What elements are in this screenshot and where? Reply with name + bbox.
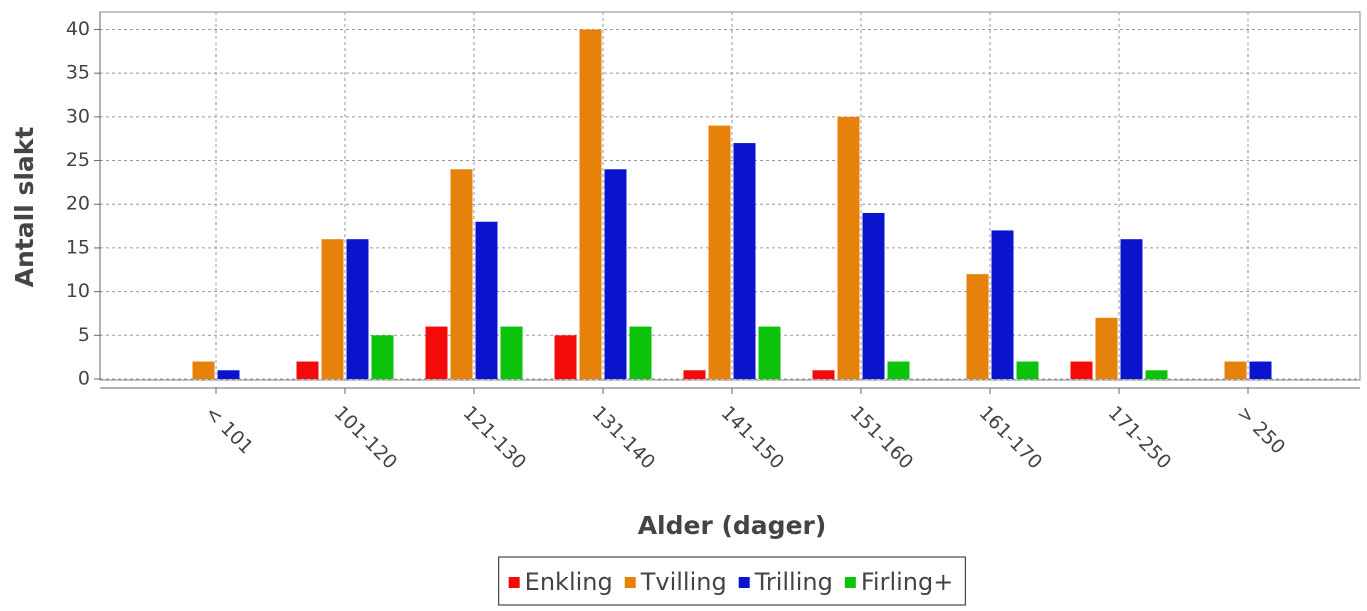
y-tick-label: 20: [66, 193, 90, 215]
x-tick-label: 151-160: [846, 402, 918, 474]
x-tick-label: 131-140: [588, 402, 660, 474]
bar: [296, 361, 319, 379]
bar: [733, 143, 756, 379]
legend-swatch: [844, 577, 856, 588]
legend: Enkling Tvilling Trilling Firling+: [498, 556, 966, 606]
legend-box: [498, 556, 966, 606]
bar: [554, 335, 577, 379]
bar: [812, 370, 835, 379]
x-tick-label: 101-120: [330, 402, 402, 474]
bar: [758, 326, 781, 379]
x-tick-label: 121-130: [459, 402, 531, 474]
x-tick-label: 161-170: [975, 402, 1047, 474]
legend-label: Trilling: [754, 568, 833, 596]
y-tick-label: 15: [66, 236, 90, 258]
y-tick-label: 40: [66, 18, 90, 40]
bar: [1095, 317, 1118, 379]
y-tick-label: 5: [78, 324, 90, 346]
legend-swatch: [738, 577, 750, 588]
y-tick-label: 35: [66, 62, 90, 84]
bar: [450, 169, 473, 379]
bar: [862, 212, 885, 379]
x-tick-label: 171-250: [1104, 402, 1176, 474]
bar: [837, 116, 860, 379]
bar: [1120, 239, 1143, 379]
bar: [966, 274, 989, 379]
y-axis-title: Antall slakt: [10, 127, 39, 288]
bar: [708, 125, 731, 379]
bar: [683, 370, 706, 379]
bar: [1070, 361, 1093, 379]
x-tick-label: > 250: [1233, 402, 1290, 459]
bar: [371, 335, 394, 379]
x-tick-label: 141-150: [717, 402, 789, 474]
bar: [1016, 361, 1039, 379]
y-tick-label: 0: [78, 368, 90, 390]
bar: [321, 239, 344, 379]
bar: [475, 221, 498, 379]
y-tick-label: 30: [66, 105, 90, 127]
legend-label: Enkling: [525, 568, 613, 596]
bar: [579, 29, 602, 379]
bar: [425, 326, 448, 379]
bar: [1145, 370, 1168, 379]
bar: [346, 239, 369, 379]
legend-swatch: [508, 577, 520, 588]
bar: [500, 326, 523, 379]
y-tick-label: 10: [66, 280, 90, 302]
bar: [604, 169, 627, 379]
bar: [1249, 361, 1272, 379]
bar: [217, 370, 240, 379]
bar: [1224, 361, 1247, 379]
x-tick-label: < 101: [201, 402, 258, 459]
y-tick-label: 25: [66, 149, 90, 171]
bar: [887, 361, 910, 379]
bar: [991, 230, 1014, 379]
bar: [629, 326, 652, 379]
legend-label: Tvilling: [640, 568, 727, 596]
legend-swatch: [624, 577, 636, 588]
bar: [192, 361, 215, 379]
legend-label: Firling+: [861, 568, 953, 596]
x-axis-title: Alder (dager): [638, 511, 827, 540]
